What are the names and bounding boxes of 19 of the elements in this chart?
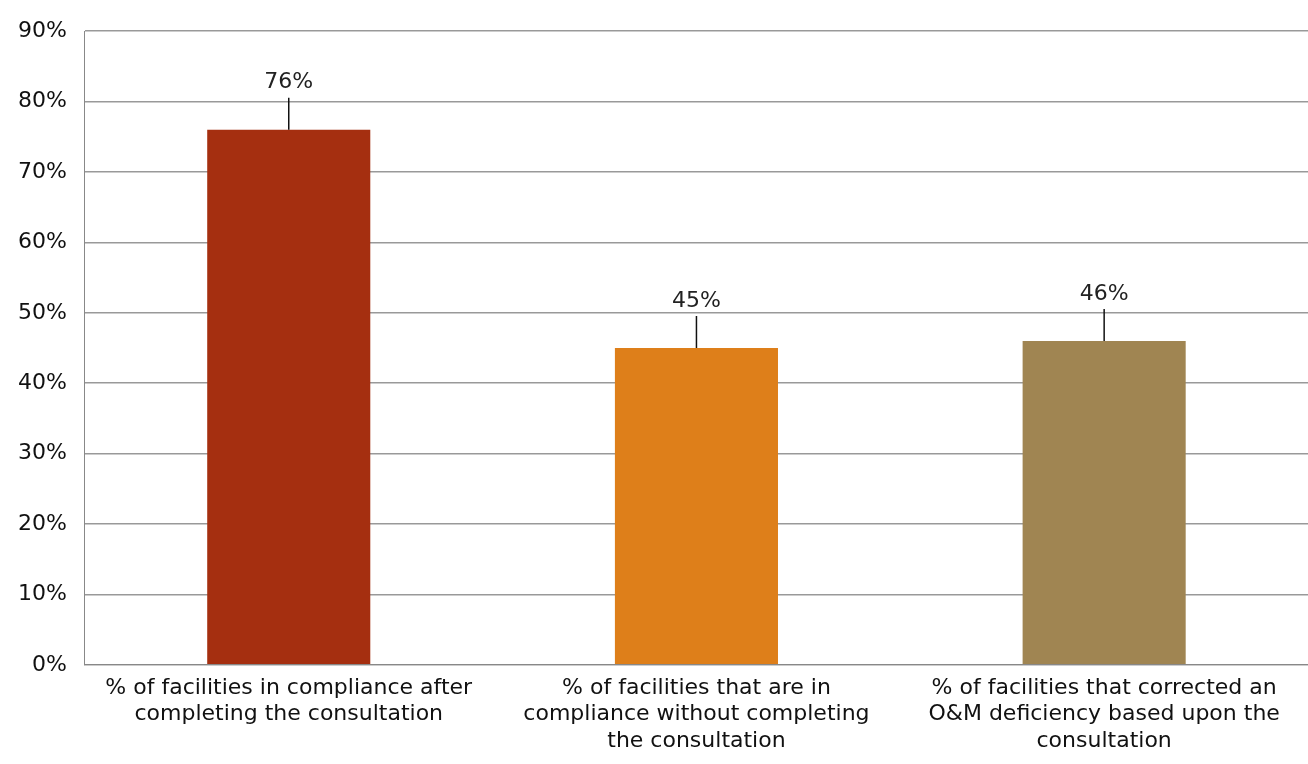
y-tick-label: 50%	[17, 298, 67, 324]
y-tick-label: 0%	[31, 650, 67, 676]
data-label: 46%	[1079, 279, 1129, 305]
y-tick-label: 70%	[17, 157, 67, 183]
y-tick-label: 80%	[17, 87, 67, 113]
y-tick-label: 10%	[17, 580, 67, 606]
data-label: 76%	[264, 68, 314, 94]
x-tick-label: % of facilities in compliance after completing the consultation	[105, 673, 474, 726]
bar	[614, 348, 778, 665]
y-tick-label: 60%	[17, 228, 67, 254]
x-tick-label: % of facilities that are in compliance without completing the consultation	[523, 673, 870, 752]
x-tick-label: % of facilities that corrected an O&M deficiency based upon the consultation	[928, 673, 1280, 752]
data-label: 45%	[672, 286, 721, 312]
bar	[207, 129, 371, 665]
y-tick-label: 90%	[17, 16, 67, 42]
y-tick-label: 30%	[17, 439, 67, 465]
y-tick-label: 20%	[17, 509, 67, 535]
bar	[1022, 340, 1186, 665]
y-tick-label: 40%	[17, 368, 67, 394]
